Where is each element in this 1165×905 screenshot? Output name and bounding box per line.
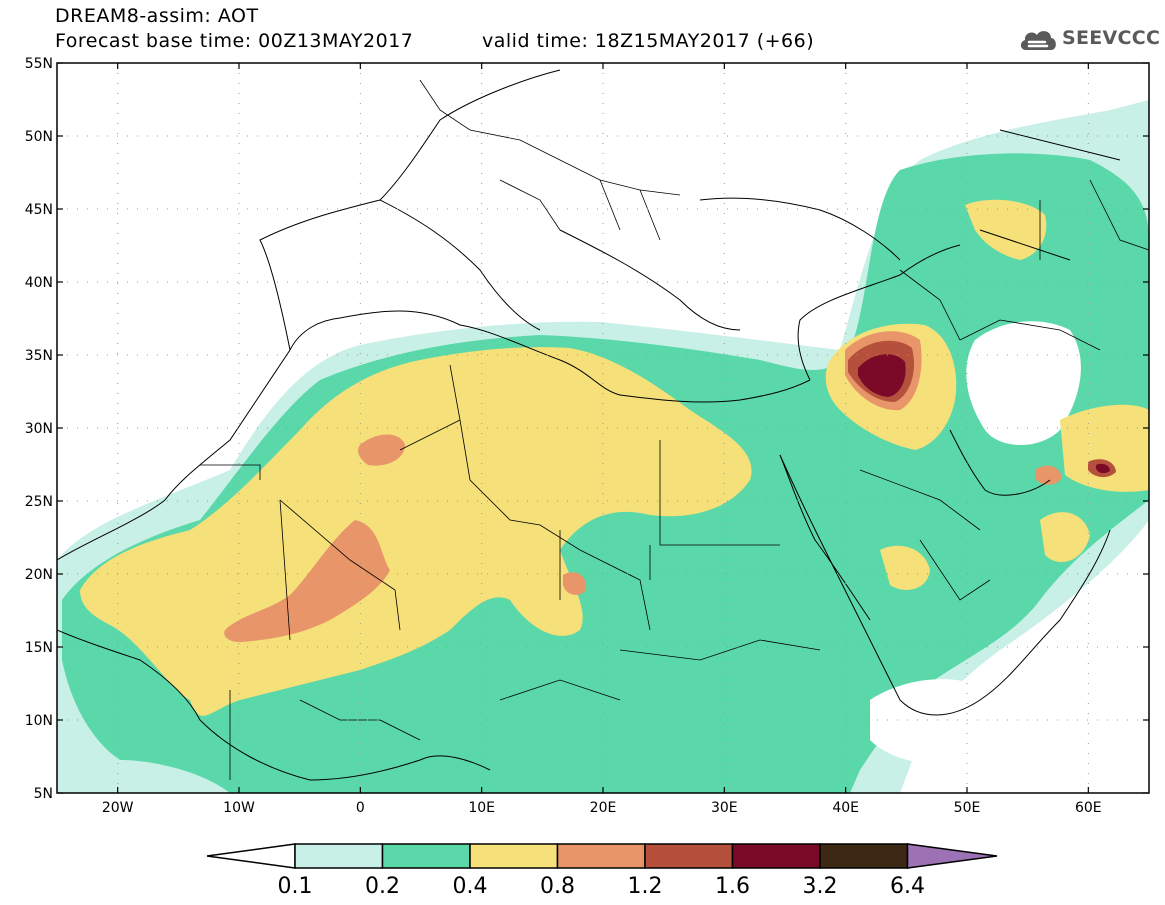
- aot-band-below-0.1: [966, 321, 1081, 445]
- colorbar-label: 0.1: [278, 874, 313, 899]
- country-borders: [200, 79, 1149, 780]
- lon-axis-labels: 20W 10W 0 10E 20E 30E 40E 50E 60E: [102, 800, 1102, 816]
- lat-label: 40N: [25, 275, 53, 291]
- colorbar-below-triangle: [206, 843, 296, 869]
- lat-label: 55N: [25, 56, 53, 72]
- base-time: Forecast base time: 00Z13MAY2017: [55, 30, 414, 52]
- lat-label: 5N: [34, 786, 53, 802]
- lon-label: 50E: [954, 800, 981, 816]
- lat-label: 15N: [25, 640, 53, 656]
- aot-band-1.6-3.2: [858, 354, 906, 397]
- seevccc-logo: SEEVCCC: [1018, 22, 1161, 62]
- colorbar: 0.1 0.2 0.4 0.8 1.2 1.6 3.2 6.4: [206, 843, 998, 899]
- colorbar-label: 1.2: [628, 874, 663, 899]
- lon-label: 40E: [832, 800, 859, 816]
- coastlines: [57, 69, 1121, 781]
- lon-label: 10E: [468, 800, 495, 816]
- lat-label: 10N: [25, 713, 53, 729]
- colorbar-segment: [731, 843, 821, 869]
- cloud-icon: [1020, 31, 1056, 50]
- colorbar-label: 6.4: [890, 874, 925, 899]
- colorbar-segment: [819, 843, 909, 869]
- logo-text: SEEVCCC: [1062, 27, 1161, 49]
- valid-time: valid time: 18Z15MAY2017 (+66): [482, 30, 815, 52]
- lon-label: 10W: [223, 800, 255, 816]
- aot-band-0.8-1.2: [224, 520, 390, 642]
- colorbar-label: 0.2: [365, 874, 400, 899]
- colorbar-above-triangle: [906, 843, 998, 869]
- colorbar-label: 3.2: [803, 874, 838, 899]
- colorbar-segment: [381, 843, 471, 869]
- lat-label: 45N: [25, 202, 53, 218]
- axis-ticks: [57, 62, 1149, 794]
- aot-contour-field: [57, 100, 1149, 793]
- colorbar-segment: [644, 843, 734, 869]
- colorbar-segment: [294, 843, 384, 869]
- colorbar-segment: [469, 843, 559, 869]
- model-title: DREAM8-assim: AOT: [55, 5, 259, 27]
- lon-label: 30E: [711, 800, 738, 816]
- lat-label: 20N: [25, 567, 53, 583]
- colorbar-segment: [556, 843, 646, 869]
- colorbar-label: 0.4: [453, 874, 488, 899]
- lon-label: 20W: [102, 800, 134, 816]
- lat-label: 25N: [25, 494, 53, 510]
- lat-label: 30N: [25, 421, 53, 437]
- lon-label: 60E: [1075, 800, 1102, 816]
- lon-label: 0: [356, 800, 365, 816]
- lat-label: 50N: [25, 129, 53, 145]
- colorbar-label: 0.8: [540, 874, 575, 899]
- lon-label: 20E: [590, 800, 617, 816]
- lat-label: 35N: [25, 348, 53, 364]
- lat-axis-labels: 55N 50N 45N 40N 35N 30N 25N 20N 15N 10N 5N: [25, 56, 53, 802]
- colorbar-label: 1.6: [715, 874, 750, 899]
